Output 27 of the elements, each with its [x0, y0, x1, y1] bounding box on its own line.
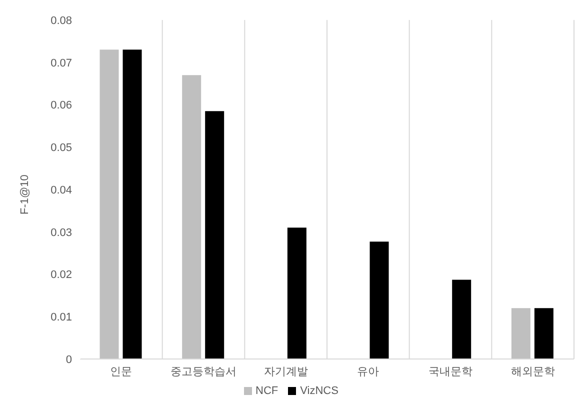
x-tick-label: 자기계발 [264, 366, 308, 378]
bar [100, 50, 119, 359]
y-tick-label: 0.02 [50, 269, 72, 282]
bar [452, 280, 472, 359]
y-tick-label: 0.03 [50, 226, 72, 239]
y-tick-label: 0 [66, 354, 72, 366]
y-tick-label: 0.07 [50, 57, 72, 70]
bar [534, 308, 554, 359]
x-tick-label: 해외문학 [510, 366, 555, 378]
y-tick-label: 0.05 [50, 142, 72, 154]
x-tick-label: 인문 [110, 366, 132, 378]
x-tick-label: 중고등학습서 [170, 366, 236, 378]
y-tick-label: 0.01 [50, 312, 72, 324]
bar [287, 228, 306, 359]
y-tick-label: 0.06 [50, 100, 72, 112]
y-tick-label: 0.08 [50, 14, 72, 27]
x-tick-label: 국내문학 [428, 366, 472, 378]
legend-label: NCF [256, 385, 278, 397]
bar [511, 308, 530, 359]
y-axis-title: F-1@10 [18, 174, 31, 214]
bar [370, 242, 389, 359]
legend-label: VizNCS [300, 385, 338, 397]
y-tick-label: 0.04 [50, 184, 72, 196]
bar [182, 75, 202, 359]
bar [205, 111, 224, 359]
x-tick-label: 유아 [357, 366, 380, 378]
bar [122, 50, 142, 359]
